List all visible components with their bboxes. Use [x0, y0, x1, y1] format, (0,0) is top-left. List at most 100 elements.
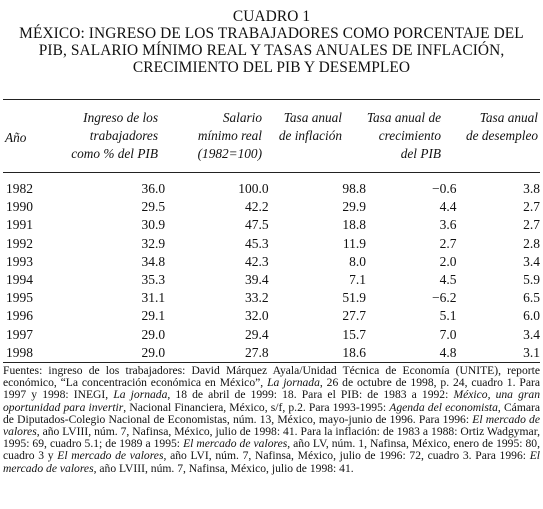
cell-unemployment: 3.4 [523, 326, 540, 342]
cell-inflation: 98.8 [342, 181, 366, 196]
data-table: 1982 36.0 100.0 98.8 −0.6 3.8 1990 29.5 42.2 29.9… [3, 180, 540, 362]
title-line: CRECIMIENTO DEL PIB Y DESEMPLEO [132, 59, 411, 76]
cell-wage: 45.3 [244, 235, 269, 251]
cell-income: 36.0 [141, 181, 166, 196]
cell-unemployment: 2.7 [523, 199, 540, 215]
cell-year: 1982 [6, 181, 33, 196]
cell-year: 1991 [6, 217, 33, 233]
note-citation-title: La jornada [113, 388, 168, 402]
cell-unemployment: 2.7 [523, 217, 540, 233]
header-inflation: Tasa anual de inflación [278, 110, 342, 143]
table-row: 1993 34.8 42.3 8.0 2.0 3.4 [3, 253, 540, 271]
cell-year: 1997 [6, 326, 33, 342]
cell-income: 29.5 [141, 199, 166, 215]
note-citation-title: Agenda del economista [389, 400, 498, 414]
cell-income: 30.9 [141, 217, 166, 233]
header-unemployment: Tasa anual de desempleo [466, 110, 538, 143]
cell-unemployment: 5.9 [523, 272, 540, 288]
cell-wage: 33.2 [244, 290, 269, 306]
header-year: Año [5, 130, 27, 145]
note-text: , 18 de abril de 1999: 18. Para el PIB: … [167, 388, 454, 402]
table-row: 1982 36.0 100.0 98.8 −0.6 3.8 [3, 180, 540, 198]
cell-growth: −6.2 [431, 290, 457, 306]
cell-growth: 5.1 [439, 308, 457, 324]
note-text: , Cámara de Diputados-Colegio Nacional d… [3, 400, 540, 426]
note-text: , año LVIII, núm. 7, Nafinsa, México, ju… [3, 425, 540, 451]
cell-year: 1993 [6, 253, 33, 269]
cell-growth: 4.5 [439, 272, 457, 288]
header-rule [3, 172, 540, 173]
cell-year: 1994 [6, 272, 33, 288]
cell-income: 29.0 [141, 326, 166, 342]
cell-growth: 3.6 [439, 217, 457, 233]
title-line: MÉXICO: INGRESO DE LOS TRABAJADORES COMO… [19, 25, 524, 42]
cell-year: 1996 [6, 308, 33, 324]
cell-wage: 47.5 [244, 217, 269, 233]
cell-unemployment: 6.5 [523, 290, 540, 306]
cell-income: 34.8 [141, 253, 166, 269]
cell-unemployment: 6.0 [523, 308, 540, 324]
cell-growth: −0.6 [431, 181, 457, 196]
cell-year: 1995 [6, 290, 33, 306]
bottom-rule [3, 362, 540, 363]
cell-inflation: 18.6 [342, 344, 366, 360]
cell-inflation: 7.1 [349, 272, 366, 288]
note-citation-title: El mercado de valores [3, 412, 540, 439]
header-growth: Tasa anual de crecimiento del PIB [366, 110, 441, 161]
cell-unemployment: 3.4 [523, 253, 540, 269]
cell-income: 29.1 [141, 308, 166, 324]
cell-growth: 7.0 [439, 326, 457, 342]
cell-growth: 4.4 [439, 199, 457, 215]
note-text: , Nacional Financiera, México, s/f, p.2.… [123, 400, 390, 414]
table-row: 1998 29.0 27.8 18.6 4.8 3.1 [3, 344, 540, 362]
cell-year: 1990 [6, 199, 33, 215]
cell-unemployment: 3.1 [523, 344, 540, 360]
title-line: PIB, SALARIO MÍNIMO REAL Y TASAS ANUALES… [38, 42, 505, 59]
cell-unemployment: 3.8 [523, 181, 540, 196]
note-text: , año LV, núm. 1, Nafinsa, México, enero… [3, 437, 540, 463]
table-title: CUADRO 1 MÉXICO: INGRESO DE LOS TRABAJAD… [0, 8, 543, 76]
cell-growth: 4.8 [439, 344, 457, 360]
table-row: 1992 32.9 45.3 11.9 2.7 2.8 [3, 235, 540, 253]
note-citation-title: El mercado de valores [57, 449, 164, 463]
cell-wage: 29.4 [244, 326, 269, 342]
cell-growth: 2.0 [439, 253, 457, 269]
cell-inflation: 29.9 [342, 199, 366, 215]
note-text: , 26 de octubre de 1998, p. 24, cuadro 1… [3, 376, 540, 402]
table-row: 1997 29.0 29.4 15.7 7.0 3.4 [3, 326, 540, 344]
cell-income: 32.9 [141, 235, 166, 251]
header-wage: Salario mínimo real (1982=100) [197, 110, 262, 161]
table-number: CUADRO 1 [232, 8, 311, 25]
table-row: 1996 29.1 32.0 27.7 5.1 6.0 [3, 307, 540, 325]
note-citation-title: La jornada [267, 376, 320, 390]
cell-income: 31.1 [141, 290, 166, 306]
cell-inflation: 8.0 [349, 253, 366, 269]
cell-inflation: 18.8 [342, 217, 366, 233]
table-row: 1990 29.5 42.2 29.9 4.4 2.7 [3, 198, 540, 216]
cell-inflation: 51.9 [342, 290, 366, 306]
cell-wage: 39.4 [244, 272, 269, 288]
cell-wage: 42.3 [244, 253, 269, 269]
header-income: Ingreso de los trabajadores como % del P… [71, 110, 158, 161]
top-rule [3, 99, 540, 100]
table-row: 1991 30.9 47.5 18.8 3.6 2.7 [3, 216, 540, 234]
note-citation-title: El mercado de valores [3, 449, 540, 475]
table-row: 1994 35.3 39.4 7.1 4.5 5.9 [3, 271, 540, 289]
cell-wage: 100.0 [238, 181, 269, 196]
cell-inflation: 15.7 [342, 326, 366, 342]
cell-wage: 27.8 [244, 344, 269, 360]
cell-wage: 32.0 [244, 308, 269, 324]
cell-wage: 42.2 [244, 199, 269, 215]
cell-unemployment: 2.8 [523, 235, 540, 251]
note-text: Fuentes: ingreso de los trabajadores: Da… [3, 364, 540, 390]
note-text: , año LVIII, núm. 7, Nafinsa, México, ju… [93, 461, 354, 475]
cell-inflation: 11.9 [342, 235, 366, 251]
note-citation-title: México, una gran oportunidad para invert… [3, 388, 540, 414]
table-row: 1995 31.1 33.2 51.9 −6.2 6.5 [3, 289, 540, 307]
cell-income: 35.3 [141, 272, 166, 288]
cell-year: 1992 [6, 235, 33, 251]
cell-inflation: 27.7 [342, 308, 366, 324]
note-text: , año LVI, núm. 7, Nafinsa, México, juli… [163, 449, 530, 463]
cell-income: 29.0 [141, 344, 166, 360]
cell-growth: 2.7 [439, 235, 457, 251]
